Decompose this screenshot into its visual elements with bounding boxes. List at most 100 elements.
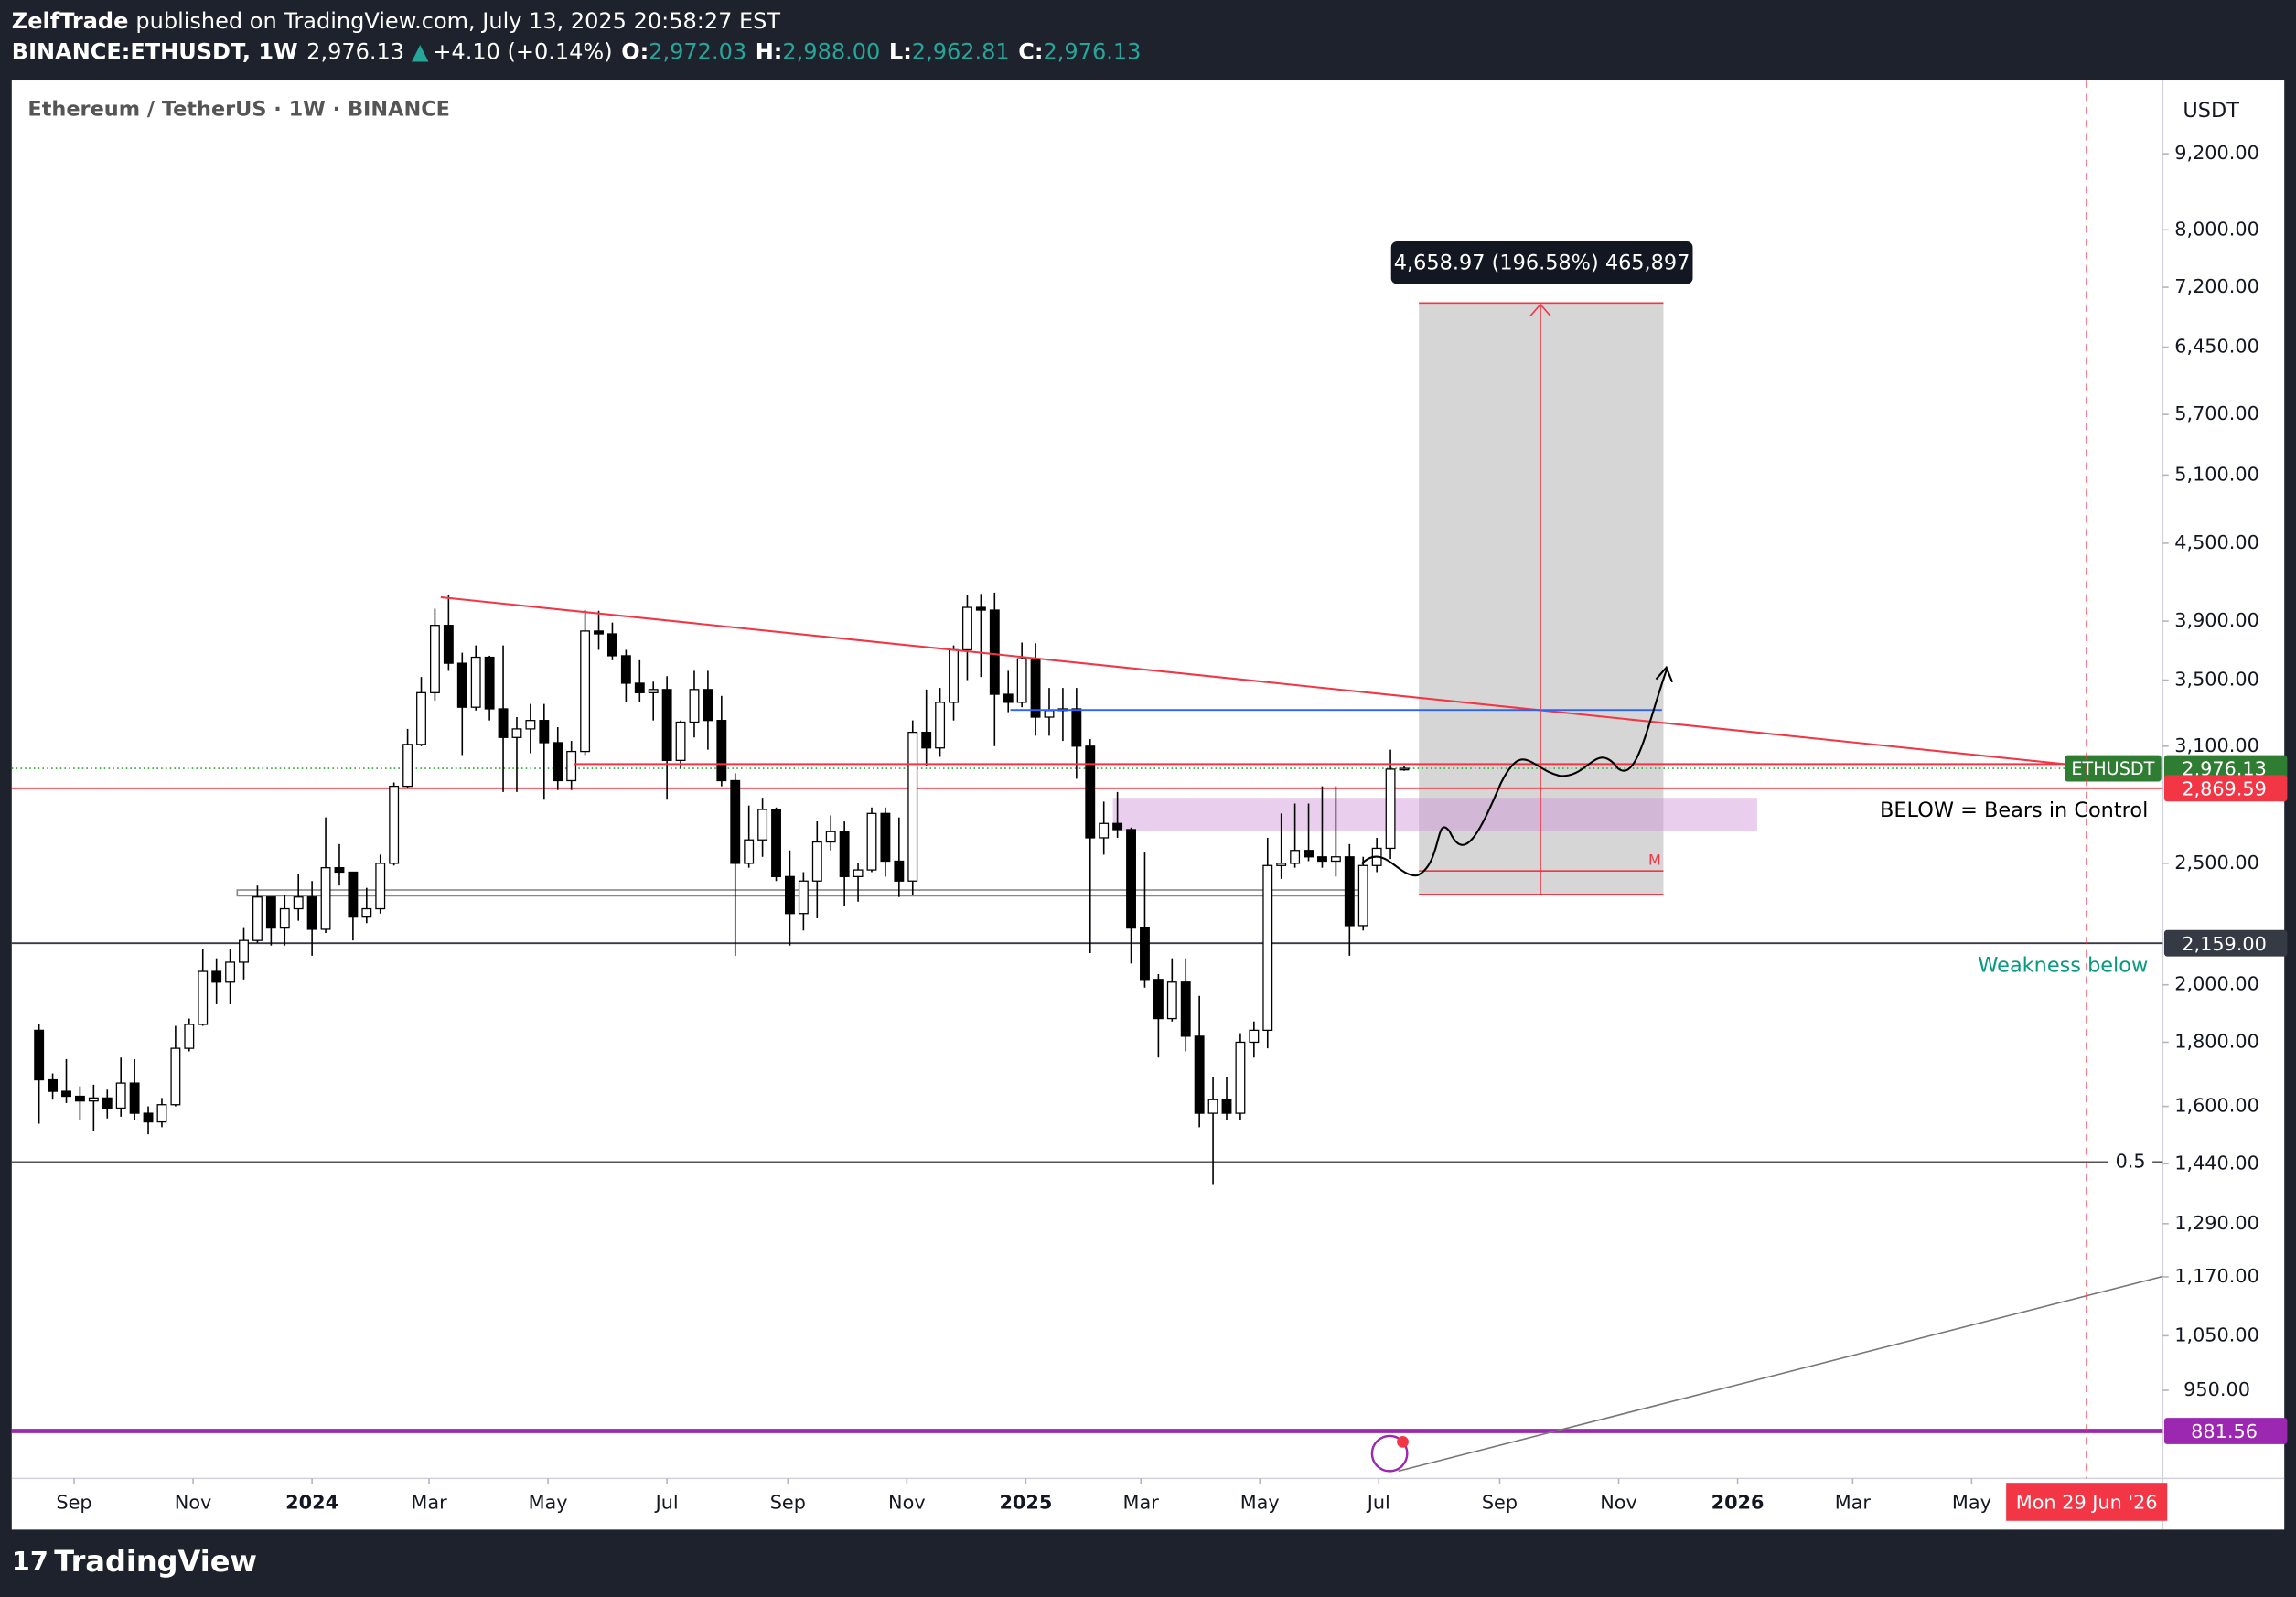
candle-body	[921, 731, 932, 749]
bears-note: BELOW = Bears in Control	[1880, 798, 2148, 822]
candle-body	[1399, 767, 1410, 771]
candle-body	[198, 970, 209, 1025]
candle-body	[1180, 981, 1191, 1037]
candle-body	[539, 720, 550, 744]
header-line: ZelfTrade published on TradingView.com, J…	[12, 8, 781, 34]
candle-body	[525, 720, 536, 730]
published: published on TradingView.com, July 13, 2…	[135, 8, 780, 34]
cursor-badge	[2006, 1483, 2168, 1521]
x-tick-label: 2024	[285, 1492, 338, 1514]
candle-body	[156, 1104, 167, 1123]
candle-body	[894, 860, 905, 882]
candle-body	[1166, 981, 1177, 1020]
candle-body	[1003, 693, 1014, 703]
candle-body	[184, 1024, 195, 1049]
candle-body	[511, 728, 522, 738]
fib-label: 0.5	[2116, 1150, 2146, 1172]
supply-zone	[1112, 798, 1757, 832]
levels: 0.5	[11, 767, 2163, 1433]
candle-body	[634, 682, 645, 693]
x-tick-label: Jul	[1366, 1492, 1390, 1514]
candle-body	[798, 880, 809, 915]
candle-body	[306, 896, 317, 930]
candle-body	[484, 656, 495, 710]
o: 2,972.03	[649, 39, 746, 65]
x-tick-label: Nov	[888, 1492, 926, 1514]
candle-body	[498, 708, 509, 738]
symbol: BINANCE:ETHUSDT, 1W	[12, 39, 298, 65]
candle-body	[907, 731, 918, 882]
candle-body	[348, 871, 359, 918]
x-tick-label: May	[1952, 1492, 1991, 1514]
candle-body	[730, 779, 741, 864]
path-sketch	[1360, 670, 1668, 877]
candle-body	[661, 689, 672, 762]
x-tick-label: Sep	[1482, 1492, 1518, 1514]
candle-body	[1357, 864, 1368, 927]
candle-body	[1235, 1041, 1246, 1114]
candle-body	[744, 839, 755, 864]
chart-title: Ethereum / TetherUS · 1W · BINANCE	[27, 98, 450, 122]
price-badge-label: 2,976.13	[2182, 758, 2267, 780]
support-trendline	[1398, 1275, 2163, 1473]
candle-body	[429, 625, 440, 693]
l-label: L:	[889, 39, 912, 65]
candle-body	[61, 1090, 71, 1098]
logo-mark: 17	[12, 1546, 48, 1577]
candle-body	[1071, 708, 1082, 747]
weakness-note: Weakness below	[1978, 954, 2148, 978]
y-tick-label: 5,100.00	[2174, 463, 2259, 485]
candle-body	[839, 831, 850, 877]
candle-body	[675, 721, 686, 762]
candle-body	[252, 896, 263, 941]
candle-body	[811, 841, 822, 882]
candle-body	[1030, 658, 1041, 718]
candle-body	[320, 867, 331, 930]
candle-body	[606, 633, 617, 657]
candle-body	[1085, 745, 1096, 839]
candle-body	[1304, 850, 1314, 858]
candle-body	[594, 630, 604, 635]
candle-body	[389, 785, 400, 864]
candle-body	[334, 867, 345, 874]
candle-body	[443, 625, 454, 664]
candle-body	[975, 606, 986, 611]
candle-body	[866, 812, 877, 871]
candle-body	[620, 655, 631, 684]
candle-body	[1016, 658, 1027, 703]
candle-body	[225, 961, 236, 983]
candle-body	[1290, 850, 1301, 864]
x-tick-label: Nov	[175, 1492, 212, 1514]
candle-body	[74, 1095, 85, 1102]
x-tick-label: Mar	[1123, 1492, 1160, 1514]
y-tick-label: 1,800.00	[2174, 1030, 2259, 1052]
candle-body	[402, 744, 413, 788]
price-badge	[2163, 775, 2288, 802]
candle-body	[1112, 822, 1123, 831]
x-tick-label: 2025	[999, 1492, 1052, 1514]
candle-body	[239, 939, 249, 963]
candle-body	[88, 1097, 99, 1102]
x-tick-label: May	[529, 1492, 568, 1514]
candle-body	[48, 1078, 59, 1092]
price-badge	[2163, 929, 2288, 957]
x-tick-label: 2026	[1711, 1492, 1765, 1514]
candle-body	[375, 863, 386, 910]
candle-body	[1099, 822, 1110, 839]
x-tick-label: Sep	[56, 1492, 91, 1514]
candle-body	[143, 1112, 154, 1123]
c: 2,976.13	[1044, 39, 1142, 65]
candle-body	[1262, 864, 1273, 1032]
candle-body	[689, 689, 700, 723]
candle-body	[771, 809, 781, 877]
x-tick-label: Mar	[1835, 1492, 1872, 1514]
y-tick-label: 1,600.00	[2174, 1095, 2259, 1117]
change: +4.10 (+0.14%)	[433, 39, 612, 65]
candle-body	[293, 896, 304, 910]
candle-body	[1126, 829, 1136, 929]
candle-body	[1249, 1029, 1260, 1044]
currency: USDT	[2183, 99, 2239, 123]
alert-dot	[1397, 1435, 1409, 1448]
y-tick-label: 1,050.00	[2174, 1324, 2259, 1345]
y-tick-label: 1,290.00	[2174, 1212, 2259, 1234]
